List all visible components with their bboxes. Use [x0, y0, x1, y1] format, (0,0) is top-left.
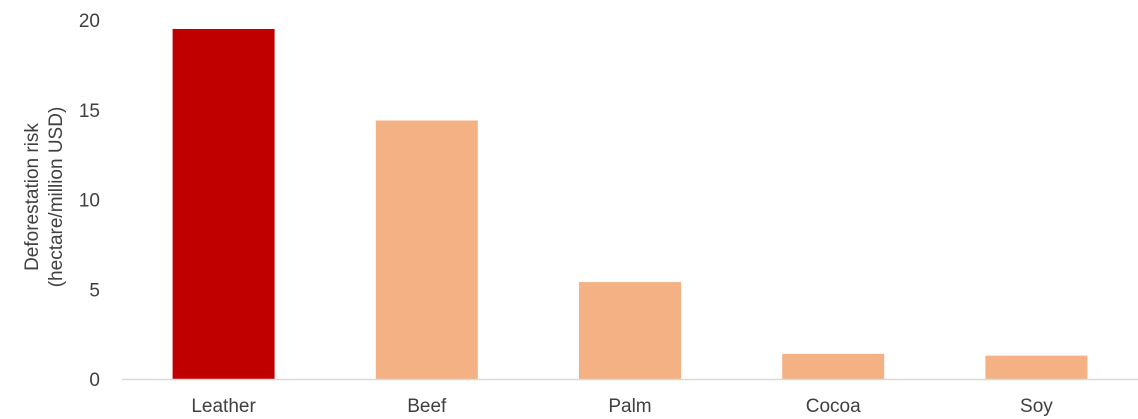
y-tick-label: 15	[79, 101, 100, 122]
y-tick-label: 5	[89, 280, 100, 301]
y-axis-title-line-1: Deforestation risk	[22, 123, 43, 271]
y-axis-ticks: 0 5 10 15 20	[79, 11, 100, 391]
bar-beef	[375, 120, 478, 380]
x-tick-label: Cocoa	[806, 396, 861, 417]
bar-soy	[985, 355, 1088, 379]
y-tick-label: 20	[79, 11, 100, 32]
x-tick-label: Soy	[1020, 396, 1053, 417]
bars	[172, 28, 1088, 380]
y-tick-label: 10	[79, 191, 100, 212]
y-tick-label: 0	[89, 370, 100, 391]
x-tick-label: Leather	[191, 396, 256, 417]
x-tick-label: Palm	[608, 396, 651, 417]
y-axis-title: Deforestation risk (hectare/million USD)	[22, 107, 67, 288]
bar-palm	[579, 282, 681, 379]
x-tick-label: Beef	[407, 396, 447, 417]
bar-leather	[172, 28, 275, 379]
y-axis-title-line-2: (hectare/million USD)	[46, 107, 67, 288]
bar-cocoa	[782, 353, 885, 379]
x-axis-ticks: Leather Beef Palm Cocoa Soy	[191, 396, 1053, 417]
